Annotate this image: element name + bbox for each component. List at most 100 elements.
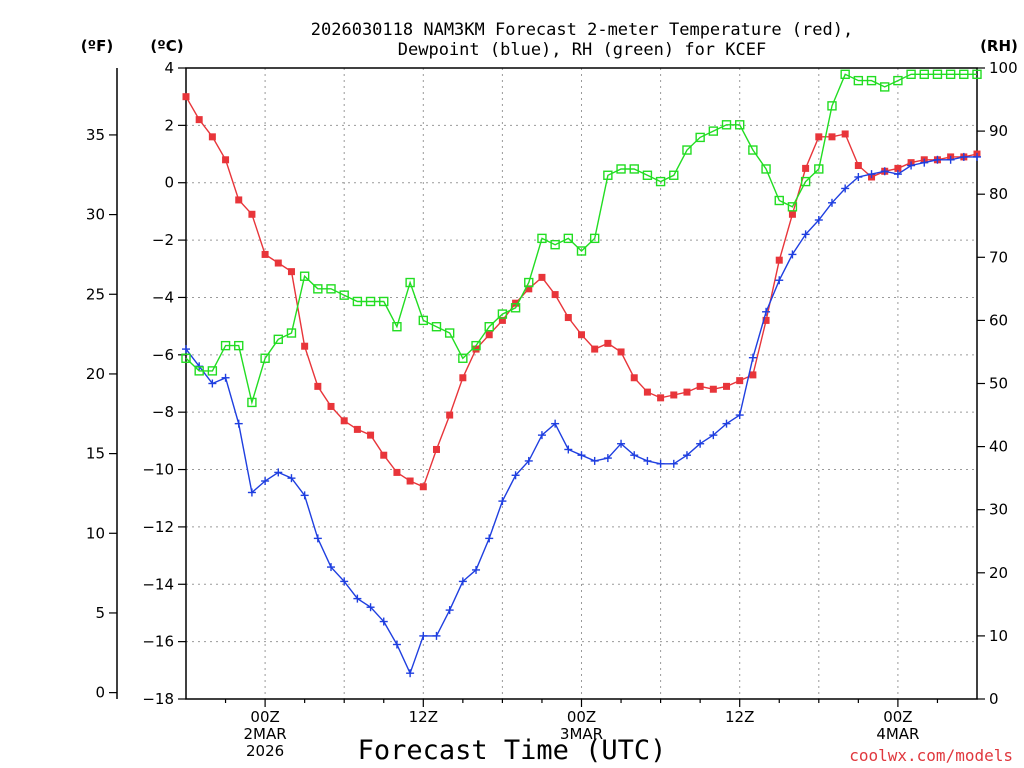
temperature-point <box>854 162 862 170</box>
rh-line <box>185 73 977 406</box>
rh-point <box>299 271 310 281</box>
rh-point <box>814 164 824 174</box>
temperature-point <box>894 164 902 172</box>
rh-point <box>326 284 336 294</box>
dewpoint-point <box>419 631 428 640</box>
unit-label-celsius: (ºC) <box>150 37 183 55</box>
temperature-point <box>525 285 533 293</box>
dewpoint-point <box>762 307 771 316</box>
dewpoint-point <box>867 170 876 179</box>
rh-point <box>247 397 257 408</box>
temperature-point <box>591 345 599 353</box>
rh-point <box>853 75 864 86</box>
dewpoint-point <box>748 353 757 362</box>
y-tick-label-fahrenheit: 15 <box>86 445 105 463</box>
y-tick-label-fahrenheit: 0 <box>95 684 105 702</box>
y-tick-label-rh: 20 <box>989 564 1008 582</box>
rh-point <box>761 164 771 174</box>
temperature-point <box>393 468 401 476</box>
dewpoint-point <box>696 439 705 448</box>
rh-point <box>695 132 705 143</box>
rh-point <box>735 120 745 130</box>
temperature-point <box>314 382 322 390</box>
x-axis-title: Forecast Time (UTC) <box>358 735 667 766</box>
rh-point <box>972 69 982 80</box>
rh-point <box>840 69 850 80</box>
rh-point <box>458 353 468 363</box>
rh-point <box>866 75 877 86</box>
dewpoint-point <box>907 161 916 170</box>
chart-title-line2: Dewpoint (blue), RH (green) for KCEF <box>398 40 766 60</box>
rh-point <box>313 284 323 294</box>
x-tick-label: 2026 <box>246 742 284 760</box>
dewpoint-point <box>472 565 481 574</box>
rh-point <box>880 82 890 92</box>
rh-point <box>484 322 494 332</box>
dewpoint-point <box>432 631 441 640</box>
rh-point <box>589 233 600 244</box>
temperature-point <box>380 451 388 459</box>
rh-point <box>339 290 349 300</box>
temperature-point <box>406 477 414 485</box>
y-tick-label-celsius: 2 <box>164 116 174 134</box>
temperature-point <box>538 273 546 281</box>
dewpoint-point <box>827 198 836 207</box>
dewpoint-point <box>959 152 968 161</box>
temperature-point <box>248 210 256 218</box>
temperature-point <box>353 425 361 433</box>
dewpoint-point <box>722 419 731 428</box>
axes: 420−2−4−6−8−10−12−14−16−1805101520253035… <box>86 59 1018 760</box>
temperature-point <box>683 388 691 396</box>
x-tick-label: 00Z <box>567 708 596 726</box>
rh-point <box>603 170 613 180</box>
rh-point <box>721 120 732 130</box>
temperature-point <box>459 374 467 382</box>
x-tick-label: 12Z <box>409 708 438 726</box>
dewpoint-point <box>313 534 322 543</box>
dewpoint-point <box>880 167 889 176</box>
rh-point <box>919 69 929 80</box>
rh-point <box>273 334 283 345</box>
y-tick-label-rh: 0 <box>989 690 999 708</box>
rh-point <box>497 309 508 319</box>
rh-point <box>787 202 798 212</box>
x-tick-label: 00Z <box>883 708 912 726</box>
y-tick-label-rh: 100 <box>989 59 1018 77</box>
temperature-point <box>208 133 216 141</box>
dewpoint-point <box>300 491 309 500</box>
dewpoint-point <box>445 606 454 615</box>
y-tick-label-celsius: −4 <box>152 288 174 306</box>
y-tick-label-celsius: −12 <box>142 518 174 536</box>
rh-point <box>194 366 204 376</box>
temperature-point <box>775 256 783 264</box>
rh-point <box>563 233 574 244</box>
dewpoint-point <box>801 230 810 239</box>
temperature-point <box>551 291 559 299</box>
dewpoint-point <box>247 488 256 497</box>
rh-point <box>616 164 626 174</box>
dewpoint-point <box>630 451 639 460</box>
temperature-point <box>261 250 269 258</box>
temperature-point <box>498 316 506 324</box>
dewpoint-point <box>617 439 626 448</box>
y-tick-label-celsius: −6 <box>152 346 174 364</box>
temperature-point <box>828 133 836 141</box>
y-tick-label-rh: 50 <box>989 375 1008 393</box>
y-tick-label-celsius: −2 <box>152 231 174 249</box>
temperature-point <box>696 382 704 390</box>
unit-label-rh: (RH) <box>980 37 1018 55</box>
rh-point <box>669 170 679 180</box>
y-tick-label-rh: 80 <box>989 185 1008 203</box>
rh-point <box>748 145 758 155</box>
rh-point <box>959 69 969 80</box>
temperature-point <box>340 417 348 425</box>
dewpoint-point <box>379 617 388 626</box>
dewpoint-point <box>340 577 349 586</box>
temperature-point <box>670 391 678 399</box>
dewpoint-point <box>814 216 823 225</box>
y-tick-label-celsius: 4 <box>164 59 174 77</box>
dewpoint-point <box>920 158 929 167</box>
y-tick-label-rh: 40 <box>989 438 1008 456</box>
y-tick-label-fahrenheit: 25 <box>86 285 105 303</box>
dewpoint-point <box>551 419 560 428</box>
